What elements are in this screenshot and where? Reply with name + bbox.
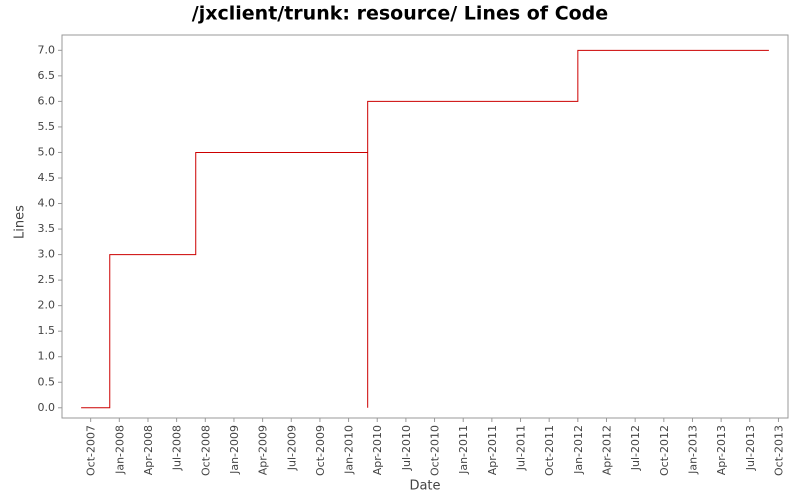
y-tick-label: 0.5 [38, 375, 56, 388]
x-tick-label: Oct-2007 [85, 425, 98, 476]
x-tick-label: Jul-2013 [744, 425, 757, 471]
y-tick-label: 5.5 [38, 120, 56, 133]
y-tick-label: 7.0 [38, 43, 56, 56]
x-tick-label: Jan-2013 [686, 425, 699, 475]
x-tick-label: Apr-2009 [257, 425, 270, 475]
y-tick-label: 4.0 [38, 197, 56, 210]
x-tick-label: Jan-2010 [343, 425, 356, 475]
x-tick-label: Jan-2011 [457, 425, 470, 475]
x-tick-label: Apr-2011 [486, 425, 499, 475]
y-tick-label: 0.0 [38, 401, 56, 414]
x-tick-label: Jul-2011 [515, 425, 528, 471]
y-tick-label: 3.0 [38, 248, 56, 261]
y-tick-label: 4.5 [38, 171, 56, 184]
x-tick-label: Jul-2009 [285, 425, 298, 471]
y-tick-label: 6.0 [38, 94, 56, 107]
y-tick-label: 5.0 [38, 145, 56, 158]
x-tick-label: Apr-2010 [371, 425, 384, 475]
x-tick-label: Jan-2008 [113, 425, 126, 475]
x-axis-label: Date [409, 479, 440, 494]
x-tick-label: Jul-2012 [629, 425, 642, 471]
x-tick-label: Oct-2008 [199, 425, 212, 476]
x-tick-label: Apr-2013 [715, 425, 728, 475]
y-axis-label: Lines [13, 205, 28, 239]
x-tick-label: Apr-2008 [142, 425, 155, 475]
x-tick-label: Apr-2012 [601, 425, 614, 475]
x-tick-label: Oct-2010 [429, 425, 442, 476]
y-tick-label: 2.0 [38, 299, 56, 312]
y-tick-label: 1.5 [38, 324, 56, 337]
x-tick-label: Oct-2011 [543, 425, 556, 476]
x-tick-label: Oct-2013 [772, 425, 785, 476]
x-tick-label: Jan-2009 [228, 425, 241, 475]
y-tick-label: 6.5 [38, 69, 56, 82]
x-tick-label: Oct-2012 [658, 425, 671, 476]
x-tick-label: Jan-2012 [572, 425, 585, 475]
data-line [81, 49, 769, 409]
x-tick-label: Oct-2009 [314, 425, 327, 476]
x-tick-label: Jul-2010 [400, 425, 413, 471]
y-tick-label: 3.5 [38, 222, 56, 235]
chart-title: /jxclient/trunk: resource/ Lines of Code [192, 3, 608, 25]
y-tick-label: 1.0 [38, 350, 56, 363]
y-tick-label: 2.5 [38, 273, 56, 286]
x-tick-label: Jul-2008 [171, 425, 184, 471]
plot-area [61, 34, 789, 419]
